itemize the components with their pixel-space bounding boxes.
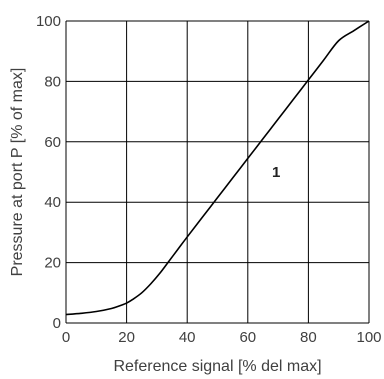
y-tick-labels: 0 20 40 60 80 100	[36, 13, 61, 332]
grid	[65, 20, 370, 324]
x-tick-label-3: 60	[239, 329, 256, 346]
y-tick-label-0: 0	[53, 315, 61, 332]
y-tick-label-1: 20	[44, 255, 61, 272]
curve-annotation: 1	[272, 164, 280, 181]
x-tick-label-5: 100	[356, 329, 381, 346]
y-tick-label-2: 40	[44, 194, 61, 211]
y-tick-label-4: 80	[44, 73, 61, 90]
x-tick-label-1: 20	[118, 329, 135, 346]
x-axis-label: Reference signal [% del max]	[113, 358, 321, 375]
x-tick-labels: 0 20 40 60 80 100	[62, 329, 382, 346]
series-line	[65, 20, 370, 316]
y-tick-label-3: 60	[44, 134, 61, 151]
x-tick-label-4: 80	[300, 329, 317, 346]
y-tick-label-5: 100	[36, 13, 61, 30]
x-tick-label-0: 0	[62, 329, 70, 346]
x-tick-label-2: 40	[179, 329, 196, 346]
y-axis-label: Pressure at port P [% of max]	[9, 68, 26, 277]
